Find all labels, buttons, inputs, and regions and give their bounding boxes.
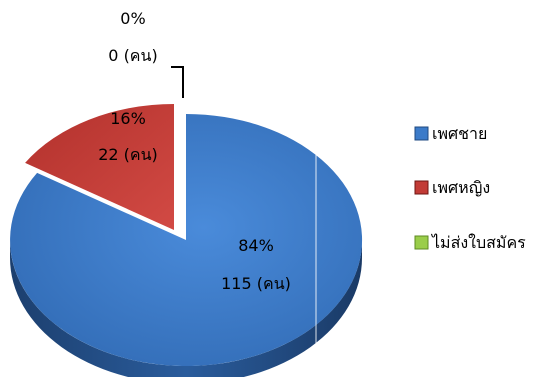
label-zero-count: 0 (คน) xyxy=(108,46,157,65)
legend-item-none[interactable]: ไม่ส่งใบสมัคร xyxy=(414,233,526,252)
legend: เพศชาย เพศหญิง ไม่ส่งใบสมัคร xyxy=(414,124,526,252)
legend-label-none: ไม่ส่งใบสมัคร xyxy=(430,233,526,252)
legend-item-male[interactable]: เพศชาย xyxy=(414,124,487,143)
legend-swatch-none xyxy=(414,235,429,250)
slice-female-top xyxy=(25,104,174,230)
legend-swatch-female xyxy=(414,180,429,195)
label-female-count: 22 (คน) xyxy=(98,145,158,164)
label-zero-percent: 0% xyxy=(120,9,145,28)
slice-female[interactable] xyxy=(25,104,174,248)
legend-item-female[interactable]: เพศหญิง xyxy=(414,178,490,197)
slice-male-top xyxy=(10,113,363,366)
leader-line-zero xyxy=(171,66,184,98)
legend-swatch-male xyxy=(414,126,429,141)
legend-label-female: เพศหญิง xyxy=(432,178,490,197)
label-male-count: 115 (คน) xyxy=(221,274,291,293)
slice-male[interactable] xyxy=(10,113,363,377)
label-male-percent: 84% xyxy=(238,236,274,255)
label-female-percent: 16% xyxy=(110,109,146,128)
legend-label-male: เพศชาย xyxy=(432,124,487,143)
